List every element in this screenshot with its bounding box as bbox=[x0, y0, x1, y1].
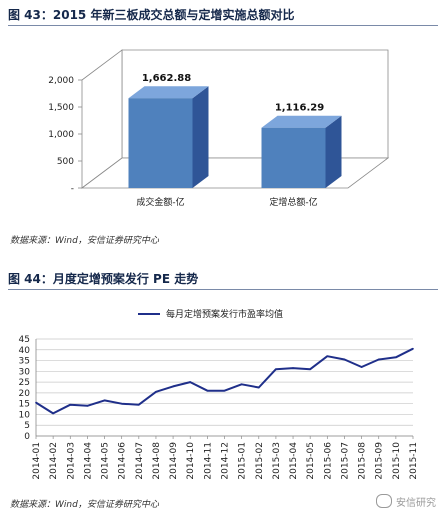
y-tick-label: - bbox=[71, 184, 74, 194]
bar-group: 1,662.88 1,116.29 bbox=[128, 73, 342, 188]
y-tick-label: 20 bbox=[19, 389, 31, 399]
x-tick-label: 2014-09 bbox=[169, 442, 179, 480]
chart-trade-vs-placement: - 500 1,000 1,500 2,000 1,662.88 1,116.29 成交金… bbox=[48, 49, 390, 208]
data-point bbox=[35, 401, 37, 404]
data-point bbox=[377, 358, 380, 361]
y-tick-label: 500 bbox=[57, 157, 74, 167]
data-point bbox=[257, 386, 260, 389]
data-point bbox=[155, 391, 157, 393]
category-label: 成交金额-亿 bbox=[136, 196, 184, 208]
bar-top bbox=[261, 115, 342, 128]
legend: 每月定增预案发行市盈率均值 bbox=[138, 308, 283, 320]
figure-44-title: 图 44：月度定增预案发行 PE 走势 bbox=[8, 272, 199, 286]
data-point bbox=[395, 356, 397, 359]
figure-43-title: 图 43：2015 年新三板成交总额与定增实施总额对比 bbox=[8, 8, 295, 22]
y-tick-label: 35 bbox=[19, 357, 30, 367]
data-point bbox=[189, 381, 192, 383]
x-tick-label: 2015-01 bbox=[238, 442, 248, 480]
series-line bbox=[35, 347, 414, 415]
x-axis-categories: 2014-01 2014-02 2014-03 2014-04 2014-05 2014-… bbox=[32, 436, 419, 480]
x-tick-label: 2014-10 bbox=[186, 442, 196, 480]
x-tick-label: 2015-10 bbox=[392, 442, 402, 480]
y-axis-ticks: - 500 1,000 1,500 2,000 bbox=[48, 76, 82, 194]
data-point bbox=[326, 355, 329, 358]
figure-44-source: 数据来源：Wind，安信证券研究中心 bbox=[10, 500, 159, 510]
x-tick-label: 2014-02 bbox=[49, 442, 59, 480]
data-point bbox=[240, 383, 243, 386]
x-tick-label: 2014-11 bbox=[203, 442, 213, 480]
x-axis-categories: 成交金额-亿 定增总额-亿 bbox=[136, 196, 317, 208]
data-point bbox=[69, 403, 72, 406]
data-point bbox=[103, 399, 106, 402]
y-tick-label: 30 bbox=[19, 367, 31, 377]
x-tick-label: 2014-06 bbox=[118, 442, 128, 480]
bar-front bbox=[261, 127, 326, 188]
y-tick-label: 1,500 bbox=[48, 103, 74, 113]
title-rule bbox=[8, 25, 438, 26]
bar-top bbox=[128, 86, 209, 99]
x-tick-label: 2015-11 bbox=[409, 442, 419, 480]
data-point bbox=[412, 347, 414, 350]
x-tick-label: 2015-07 bbox=[340, 442, 350, 480]
x-tick-label: 2015-04 bbox=[289, 442, 299, 480]
x-tick-label: 2015-08 bbox=[358, 442, 368, 480]
legend-label: 每月定增预案发行市盈率均值 bbox=[166, 308, 283, 320]
bar-front bbox=[128, 98, 193, 188]
data-point bbox=[275, 368, 277, 370]
x-tick-label: 2015-03 bbox=[272, 442, 282, 480]
figure-43-source: 数据来源：Wind，安信证券研究中心 bbox=[10, 236, 159, 246]
bar-value-label: 1,662.88 bbox=[142, 73, 191, 84]
data-point bbox=[309, 368, 311, 370]
x-tick-label: 2014-08 bbox=[152, 442, 162, 480]
y-tick-label: 1,000 bbox=[48, 130, 74, 140]
y-tick-label: 40 bbox=[19, 346, 31, 356]
x-tick-label: 2014-04 bbox=[83, 442, 93, 480]
category-label: 定增总额-亿 bbox=[269, 196, 317, 208]
title-rule bbox=[8, 289, 438, 290]
x-tick-label: 2014-01 bbox=[32, 442, 42, 480]
data-point bbox=[343, 358, 346, 361]
bar-side bbox=[192, 86, 209, 188]
data-point bbox=[172, 385, 174, 388]
data-point bbox=[86, 405, 89, 407]
data-point bbox=[206, 389, 209, 392]
y-tick-label: 15 bbox=[19, 400, 30, 410]
chat-bubble-icon bbox=[376, 494, 392, 508]
floor bbox=[80, 157, 390, 189]
y-tick-label: 10 bbox=[19, 410, 31, 420]
y-tick-label: 45 bbox=[19, 335, 30, 345]
y-tick-label: 2,000 bbox=[48, 76, 74, 86]
x-tick-label: 2014-05 bbox=[101, 442, 111, 480]
y-tick-label: 5 bbox=[24, 421, 30, 431]
watermark: 安信研究 bbox=[376, 494, 436, 509]
watermark-text: 安信研究 bbox=[396, 498, 436, 509]
x-tick-label: 2014-12 bbox=[221, 442, 231, 480]
chart-3d-frame bbox=[80, 49, 390, 189]
x-tick-label: 2014-03 bbox=[66, 442, 76, 480]
data-point bbox=[52, 412, 54, 415]
y-tick-label: 0 bbox=[24, 432, 30, 442]
data-point bbox=[138, 403, 140, 406]
data-point bbox=[120, 402, 123, 405]
x-tick-label: 2015-02 bbox=[255, 442, 265, 480]
data-point bbox=[360, 366, 363, 368]
x-tick-label: 2014-07 bbox=[135, 442, 145, 480]
x-tick-label: 2015-05 bbox=[306, 442, 316, 480]
bar-value-label: 1,116.29 bbox=[275, 103, 324, 114]
bar bbox=[128, 86, 209, 188]
data-point bbox=[292, 367, 294, 369]
x-tick-label: 2015-06 bbox=[323, 442, 333, 480]
data-point bbox=[223, 389, 226, 392]
grid bbox=[35, 338, 413, 437]
bar bbox=[261, 115, 342, 188]
bar-side bbox=[325, 115, 342, 188]
y-tick-label: 25 bbox=[19, 378, 30, 388]
x-tick-label: 2015-09 bbox=[375, 442, 385, 480]
